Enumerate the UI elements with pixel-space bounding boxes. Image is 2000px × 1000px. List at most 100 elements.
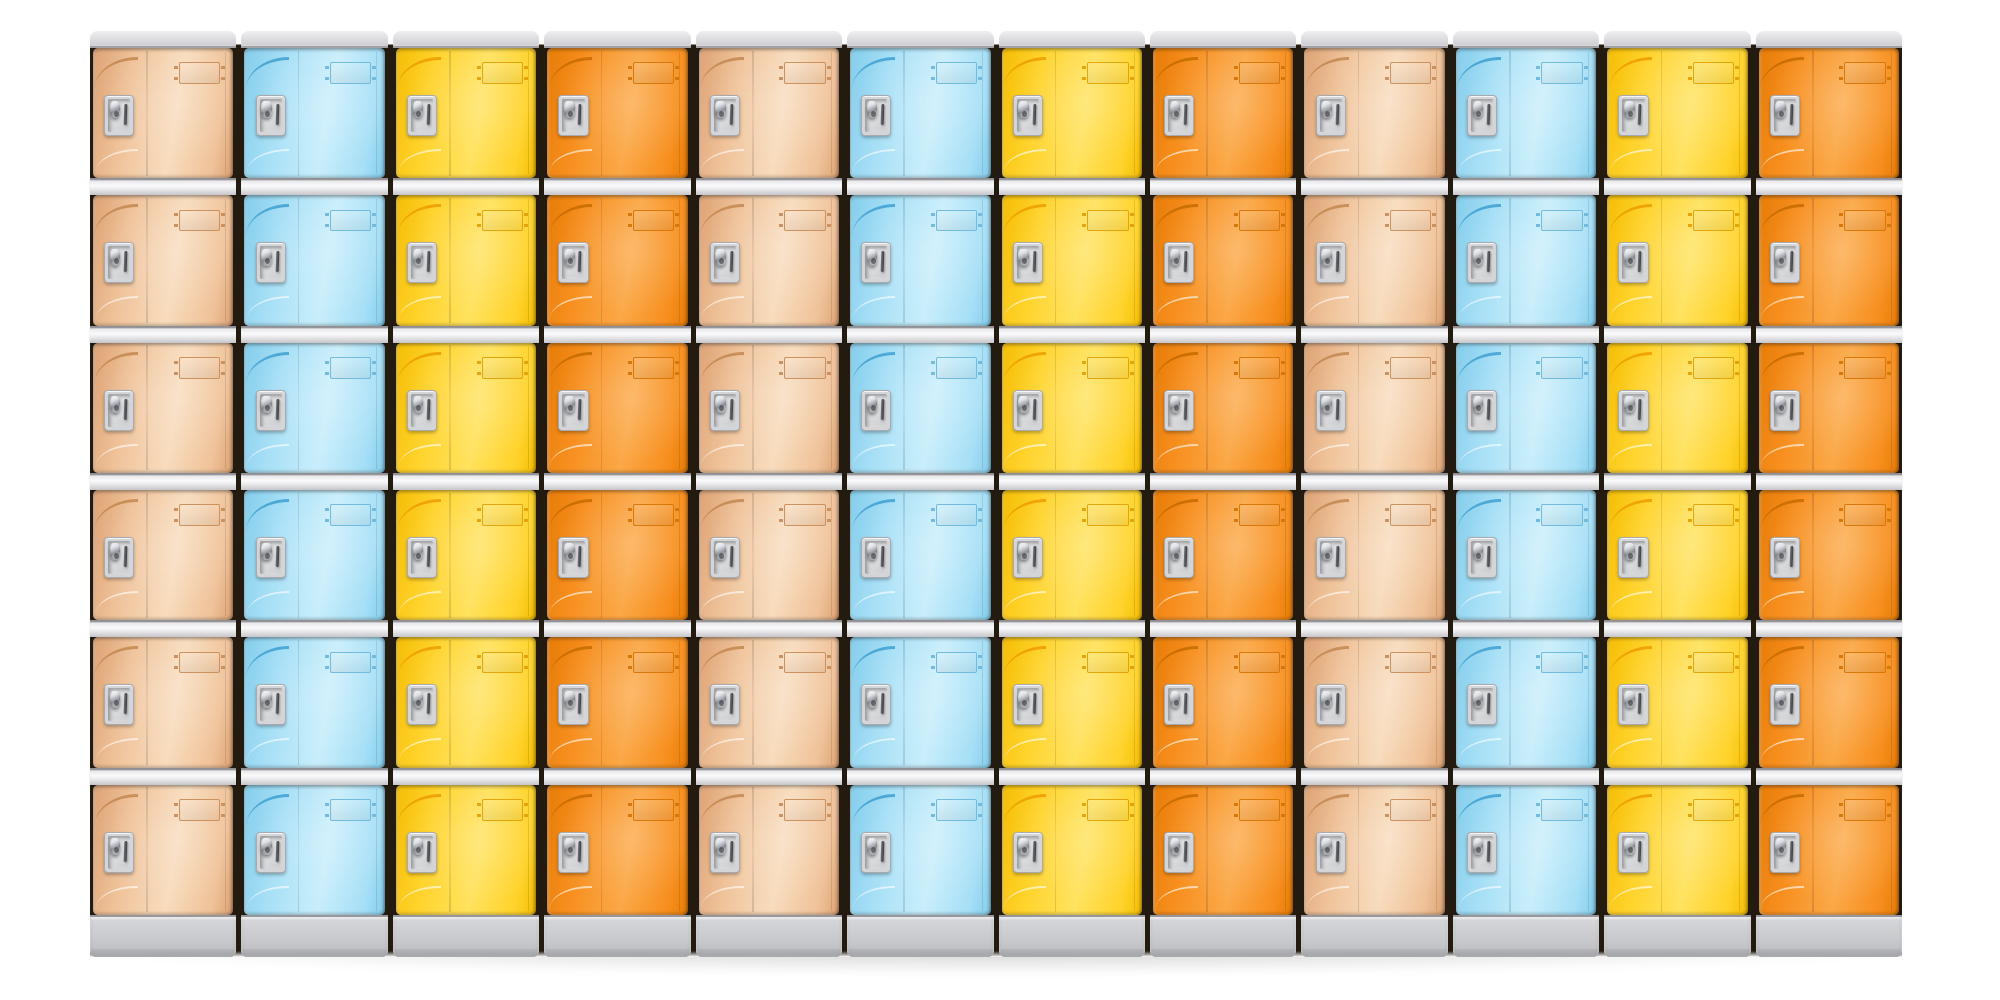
handle-latch (715, 101, 727, 119)
handle-grip (1032, 545, 1037, 568)
locker-door (1152, 48, 1294, 179)
door-arc-top (1002, 204, 1047, 237)
name-plate (1536, 62, 1589, 84)
door-arc-top (245, 499, 290, 532)
name-plate (1384, 798, 1437, 821)
name-plate (1384, 356, 1437, 379)
door-handle (1769, 389, 1800, 431)
name-plate (173, 504, 226, 526)
door-arc-bottom (398, 443, 441, 467)
door-arc-bottom (1004, 296, 1047, 319)
shelf-divider (544, 178, 691, 196)
handle-latch (109, 395, 121, 414)
handle-latch (564, 690, 575, 708)
handle-recess (1016, 688, 1039, 722)
door-arc-bottom (1610, 296, 1653, 319)
door-arc-bottom (247, 738, 290, 761)
shelf-divider (90, 178, 237, 196)
handle-grip (880, 398, 885, 420)
door-stack (544, 48, 691, 915)
door-handle (1467, 831, 1498, 873)
handle-grip (1789, 840, 1794, 862)
handle-recess (1319, 246, 1342, 280)
base-plinth (1149, 915, 1297, 957)
door-arc-top (851, 646, 896, 679)
shelf-divider (1149, 767, 1297, 785)
door-arc-top (1002, 351, 1047, 385)
handle-latch (261, 543, 272, 561)
door-stack (1301, 48, 1448, 915)
handle-recess (1319, 540, 1342, 574)
door-arc-bottom (247, 590, 290, 614)
handle-recess (1168, 835, 1191, 869)
door-arc-top (1002, 646, 1047, 679)
door-handle (104, 389, 135, 431)
shelf-divider (1301, 472, 1448, 490)
door-arc-top (1002, 793, 1047, 827)
shelf-divider (241, 472, 388, 490)
locker-door (547, 489, 688, 621)
handle-latch (412, 395, 424, 414)
shelf-divider (998, 472, 1145, 490)
door-handle (1315, 684, 1346, 726)
name-plate (779, 798, 832, 821)
name-plate (779, 209, 832, 232)
handle-latch (109, 690, 121, 708)
name-plate (1233, 209, 1286, 232)
door-arc-bottom (1610, 885, 1653, 909)
door-arc-bottom (95, 148, 138, 172)
door-handle (861, 684, 892, 726)
door-arc-top (851, 499, 896, 532)
handle-latch (866, 101, 878, 119)
door-arc-top (397, 499, 441, 532)
base-plinth (544, 915, 691, 957)
shelf-divider (1149, 472, 1297, 490)
handle-grip (275, 251, 280, 273)
handle-grip (1183, 840, 1188, 862)
handle-latch (715, 248, 727, 266)
name-plate (1536, 651, 1589, 674)
door-handle (1315, 831, 1346, 873)
locker-door (93, 489, 234, 621)
door-handle (1618, 536, 1649, 578)
handle-latch (1321, 395, 1332, 414)
handle-latch (1623, 543, 1635, 561)
handle-latch (1169, 101, 1181, 119)
shelf-divider (392, 178, 540, 196)
name-plate (930, 356, 983, 379)
locker-column-tan (90, 30, 237, 957)
handle-grip (578, 398, 583, 420)
door-arc-top (1305, 57, 1350, 90)
door-handle (1769, 242, 1800, 284)
door-arc-bottom (1610, 738, 1653, 761)
handle-latch (564, 101, 575, 119)
locker-door (1455, 195, 1597, 326)
shelf-divider (1604, 178, 1751, 196)
handle-recess (108, 246, 131, 280)
door-handle (104, 684, 135, 726)
door-arc-top (548, 57, 593, 90)
door-arc-bottom (1155, 148, 1198, 172)
handle-grip (1637, 103, 1643, 126)
door-arc-bottom (95, 885, 138, 909)
door-arc-bottom (1610, 443, 1653, 467)
handle-grip (578, 103, 583, 126)
locker-door (698, 489, 840, 621)
handle-grip (1486, 103, 1491, 126)
name-plate (1233, 62, 1286, 84)
door-handle (1315, 94, 1346, 136)
shelf-divider (1755, 325, 1903, 343)
door-arc-top (851, 204, 896, 237)
locker-door (1001, 784, 1142, 915)
door-arc-bottom (398, 738, 441, 761)
locker-door (1758, 784, 1900, 915)
locker-column-blue (1452, 30, 1600, 957)
shelf-divider (1452, 472, 1600, 490)
handle-grip (1486, 251, 1491, 273)
locker-door (1455, 637, 1597, 768)
door-handle (1315, 242, 1346, 284)
locker-door (1001, 195, 1142, 326)
shelf-divider (1604, 472, 1751, 490)
locker-door (395, 195, 537, 326)
shelf-divider (90, 472, 237, 490)
